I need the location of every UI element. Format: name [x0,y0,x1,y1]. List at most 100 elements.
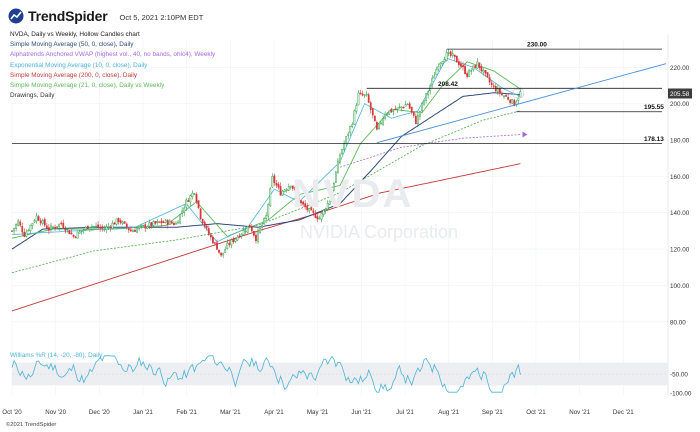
williams-r-line [11,355,521,393]
williams-tick-label: -50.00 [670,372,688,379]
candle-body [451,53,454,57]
candle-body [130,229,132,232]
y-tick-label: 120.00 [670,247,690,254]
x-tick-label: May '21 [307,409,329,416]
candle-body [513,99,516,106]
candle-body [142,224,145,227]
candle-body [384,113,386,119]
candle-body [486,72,489,78]
candle-body [86,225,89,230]
candle-body [316,216,319,220]
legend-sma-50[interactable]: Simple Moving Average (50, 0, close), Da… [10,41,134,49]
candle-body [191,192,194,197]
candle-body [361,93,364,96]
copyright: ©2021 TrendSpider [6,422,57,428]
williams-r-label[interactable]: Williams %R (14, -20, -80), Daily [10,352,103,359]
legend-drawings[interactable]: Drawings, Daily [10,92,55,100]
candle-body [464,65,466,74]
anchored-vwap-line [339,134,521,168]
williams-r-panel: -50.00 -100.00 [11,355,692,398]
drawing-lines: 230.00 208.42 195.55 178.13 [12,42,667,144]
candle-body [427,91,430,96]
candle-body [148,222,151,227]
candle-body [439,62,442,66]
indicator-legend: NVDA, Daily vs Weekly, Hollow Candles ch… [10,30,215,101]
candle-body [488,77,491,83]
candle-body [302,201,304,205]
williams-tick-label: -100.00 [670,391,692,398]
candle-body [392,110,395,112]
candle-body [156,221,159,223]
candle-body [406,103,409,106]
candle-body [394,108,397,111]
candle-body [214,242,216,244]
candle-body [33,220,36,223]
candle-body [423,100,425,105]
legend-anchored-vwap[interactable]: Alphatrends Anchored VWAP (highest vol.,… [10,51,216,59]
candle-body [496,88,499,93]
candle-body [505,95,507,97]
candle-body [121,221,124,225]
candle-body [480,66,483,72]
candle-body [103,229,106,231]
candle-body [173,222,175,225]
candle-body [376,122,378,130]
candle-body [365,93,368,96]
candle-body [287,186,290,191]
weekly-sma-21-line [11,110,521,274]
candle-body [519,91,522,98]
candle-body [105,226,108,230]
chart-datetime: Oct 5, 2021 2:10PM EDT [119,12,204,22]
candle-body [95,225,97,228]
candle-body [224,249,227,253]
candle-body [140,225,143,227]
candle-body [388,110,391,115]
sma-21-line [11,61,521,239]
candle-body [476,61,479,69]
candle-body [269,188,272,206]
candle-body [503,95,505,97]
candle-body [359,92,362,95]
candle-body [328,200,331,205]
candle-body [261,224,263,228]
legend-sma-200[interactable]: Simple Moving Average (200, 0, close), D… [10,71,138,79]
price-axis: 205.58 220.00 200.00 180.00 160.00 140.00 120.… [667,35,692,395]
candle-body [443,59,446,63]
candle-body [306,205,309,210]
vwap-arrow-marker [522,131,528,138]
legend-sma-21[interactable]: Simple Moving Average (21, 0, close), Da… [10,82,165,90]
candle-body [236,236,239,241]
candle-body [390,109,393,113]
candle-body [275,182,278,186]
candle-body [175,222,177,225]
candle-body [19,221,22,226]
legend-ema-10[interactable]: Exponential Moving Average (10, 0, close… [10,61,148,69]
candle-body [267,203,270,217]
sma-50-line [11,92,521,250]
watermark-ticker: NVDA [292,172,414,216]
candle-body [337,160,339,174]
trendspider-logo-icon [8,8,24,24]
candle-body [48,227,50,231]
candle-body [343,143,345,150]
candle-body [154,221,157,224]
candle-body [207,228,210,235]
candle-body [222,252,225,256]
candle-body [265,215,268,219]
candle-body [166,220,169,226]
candle-body [419,111,421,117]
chart-grid [11,40,668,395]
candle-body [82,229,85,231]
candle-body [216,242,218,250]
candle-body [37,216,40,221]
sma-200-line [11,163,521,312]
candle-body [435,69,438,76]
candle-body [273,175,276,183]
candle-body [212,236,214,244]
x-tick-label: Aug '21 [438,409,459,416]
candle-body [199,208,202,219]
brand-name: TrendSpider [28,8,108,24]
candle-body [160,220,163,224]
candle-body [294,187,296,191]
